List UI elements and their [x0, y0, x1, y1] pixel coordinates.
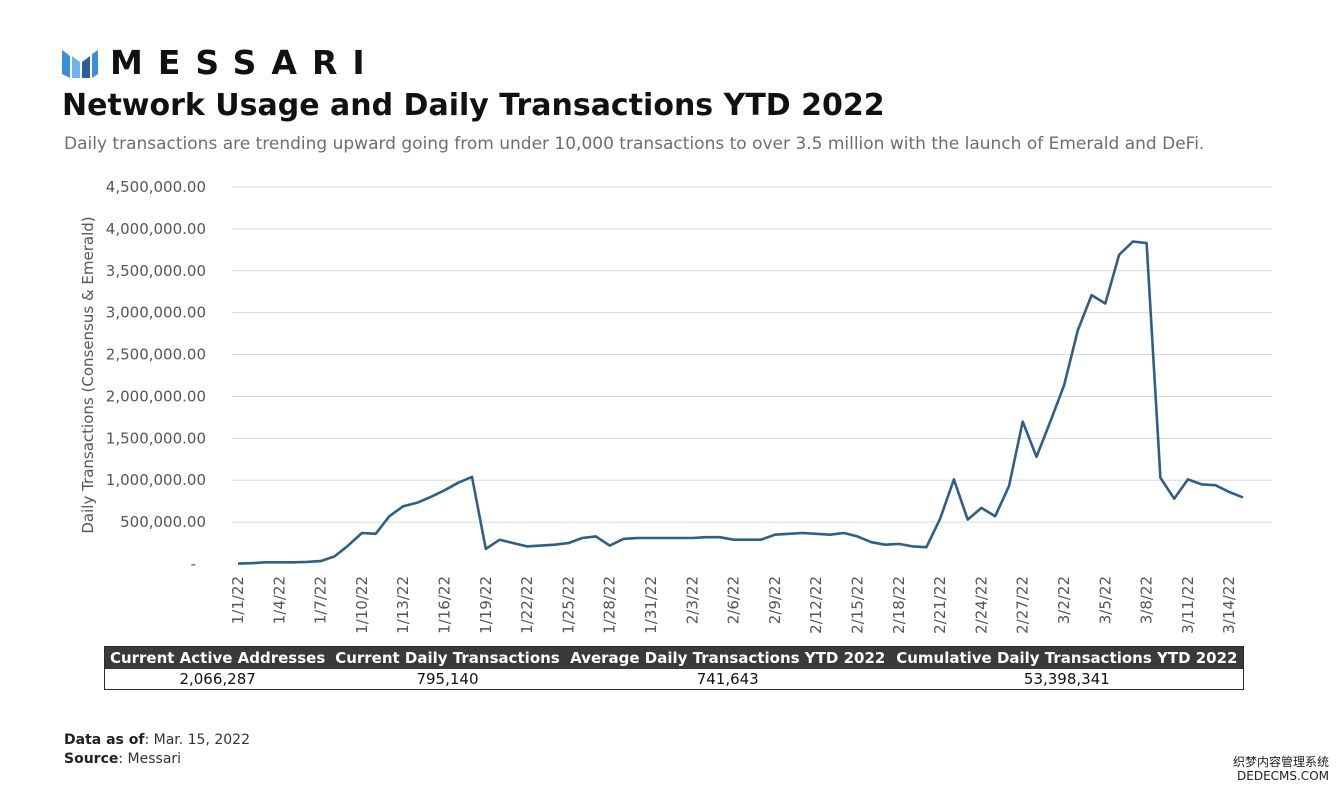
x-tick-label: 2/12/22	[807, 576, 825, 634]
line-chart: - 500,000.00 1,000,000.00 1,500,000.00 2,000…	[79, 178, 1272, 634]
x-tick-label: 2/27/22	[1014, 576, 1032, 634]
stats-value-row: 2,066,287 795,140 741,643 53,398,341	[104, 669, 1244, 690]
data-as-of-value: : Mar. 15, 2022	[144, 732, 250, 748]
stats-table: Current Active Addresses Current Daily T…	[104, 646, 1244, 690]
messari-logo: MESSARI	[62, 42, 380, 82]
messari-logo-icon	[62, 50, 98, 78]
footer: Data as of: Mar. 15, 2022 Source: Messar…	[64, 731, 250, 769]
y-tick-label: 2,500,000.00	[106, 346, 206, 364]
x-tick-label: 2/15/22	[849, 576, 867, 634]
x-tick-label: 3/14/22	[1220, 576, 1238, 634]
source-label: Source	[64, 751, 119, 767]
y-tick-label: 4,500,000.00	[106, 178, 206, 196]
y-axis-label: Daily Transactions (Consensus & Emerald)	[79, 216, 97, 533]
x-tick-label: 2/24/22	[972, 576, 990, 634]
y-tick-label: 1,500,000.00	[106, 429, 206, 447]
y-tick-label: 3,000,000.00	[106, 304, 206, 322]
stats-value-cumulative: 53,398,341	[890, 669, 1244, 690]
x-tick-label: 2/21/22	[931, 576, 949, 634]
y-tick-label: -	[191, 555, 196, 573]
stats-header-cumulative: Cumulative Daily Transactions YTD 2022	[890, 646, 1244, 669]
stats-header-row: Current Active Addresses Current Daily T…	[104, 646, 1244, 669]
stats-value-active-addresses: 2,066,287	[104, 669, 331, 690]
y-tick-label: 3,500,000.00	[106, 262, 206, 280]
watermark: 织梦内容管理系统 DEDECMS.COM	[1233, 755, 1329, 783]
x-tick-label: 1/22/22	[518, 576, 536, 634]
source-value: : Messari	[118, 751, 182, 767]
x-tick-label: 3/2/22	[1055, 576, 1073, 624]
y-tick-label: 4,000,000.00	[106, 220, 206, 238]
x-tick-label: 1/16/22	[436, 576, 454, 634]
x-axis-ticks: 1/1/22 1/4/22 1/7/22 1/10/22 1/13/22 1/16/22 1…	[229, 576, 1238, 634]
watermark-line-1: 织梦内容管理系统	[1232, 755, 1329, 769]
stats-value-average-daily: 741,643	[564, 669, 891, 690]
x-tick-label: 1/31/22	[642, 576, 660, 634]
x-tick-label: 2/3/22	[683, 576, 701, 624]
grid-lines	[232, 186, 1272, 523]
x-tick-label: 1/19/22	[477, 576, 495, 634]
x-tick-label: 3/8/22	[1138, 576, 1156, 624]
stats-header-average-daily: Average Daily Transactions YTD 2022	[564, 646, 891, 669]
x-tick-label: 2/6/22	[725, 576, 743, 624]
x-tick-label: 2/18/22	[890, 576, 908, 634]
x-tick-label: 1/25/22	[559, 576, 577, 634]
x-tick-label: 1/28/22	[601, 576, 619, 634]
x-tick-label: 3/11/22	[1179, 576, 1197, 634]
x-tick-label: 1/13/22	[394, 576, 412, 634]
data-as-of: Data as of: Mar. 15, 2022	[64, 731, 250, 750]
source: Source: Messari	[64, 750, 250, 769]
x-tick-label: 1/1/22	[229, 576, 247, 624]
y-tick-label: 500,000.00	[120, 513, 206, 531]
x-tick-label: 1/10/22	[353, 576, 371, 634]
watermark-line-2: DEDECMS.COM	[1237, 769, 1329, 783]
page-subtitle: Daily transactions are trending upward g…	[64, 134, 1205, 154]
y-axis-ticks: - 500,000.00 1,000,000.00 1,500,000.00 2,000…	[106, 178, 206, 573]
x-tick-label: 3/5/22	[1096, 576, 1114, 624]
y-tick-label: 2,000,000.00	[106, 387, 206, 405]
x-tick-label: 2/9/22	[766, 576, 784, 624]
brand-name: MESSARI	[110, 42, 380, 82]
transactions-line	[237, 240, 1244, 565]
stats-header-daily-transactions: Current Daily Transactions	[330, 646, 565, 669]
x-tick-label: 1/7/22	[312, 576, 330, 624]
stats-header-active-addresses: Current Active Addresses	[104, 646, 331, 669]
data-as-of-label: Data as of	[64, 732, 145, 748]
y-tick-label: 1,000,000.00	[106, 471, 206, 489]
stats-value-daily-transactions: 795,140	[330, 669, 565, 690]
page-title: Network Usage and Daily Transactions YTD…	[62, 88, 885, 123]
x-tick-label: 1/4/22	[270, 576, 288, 624]
